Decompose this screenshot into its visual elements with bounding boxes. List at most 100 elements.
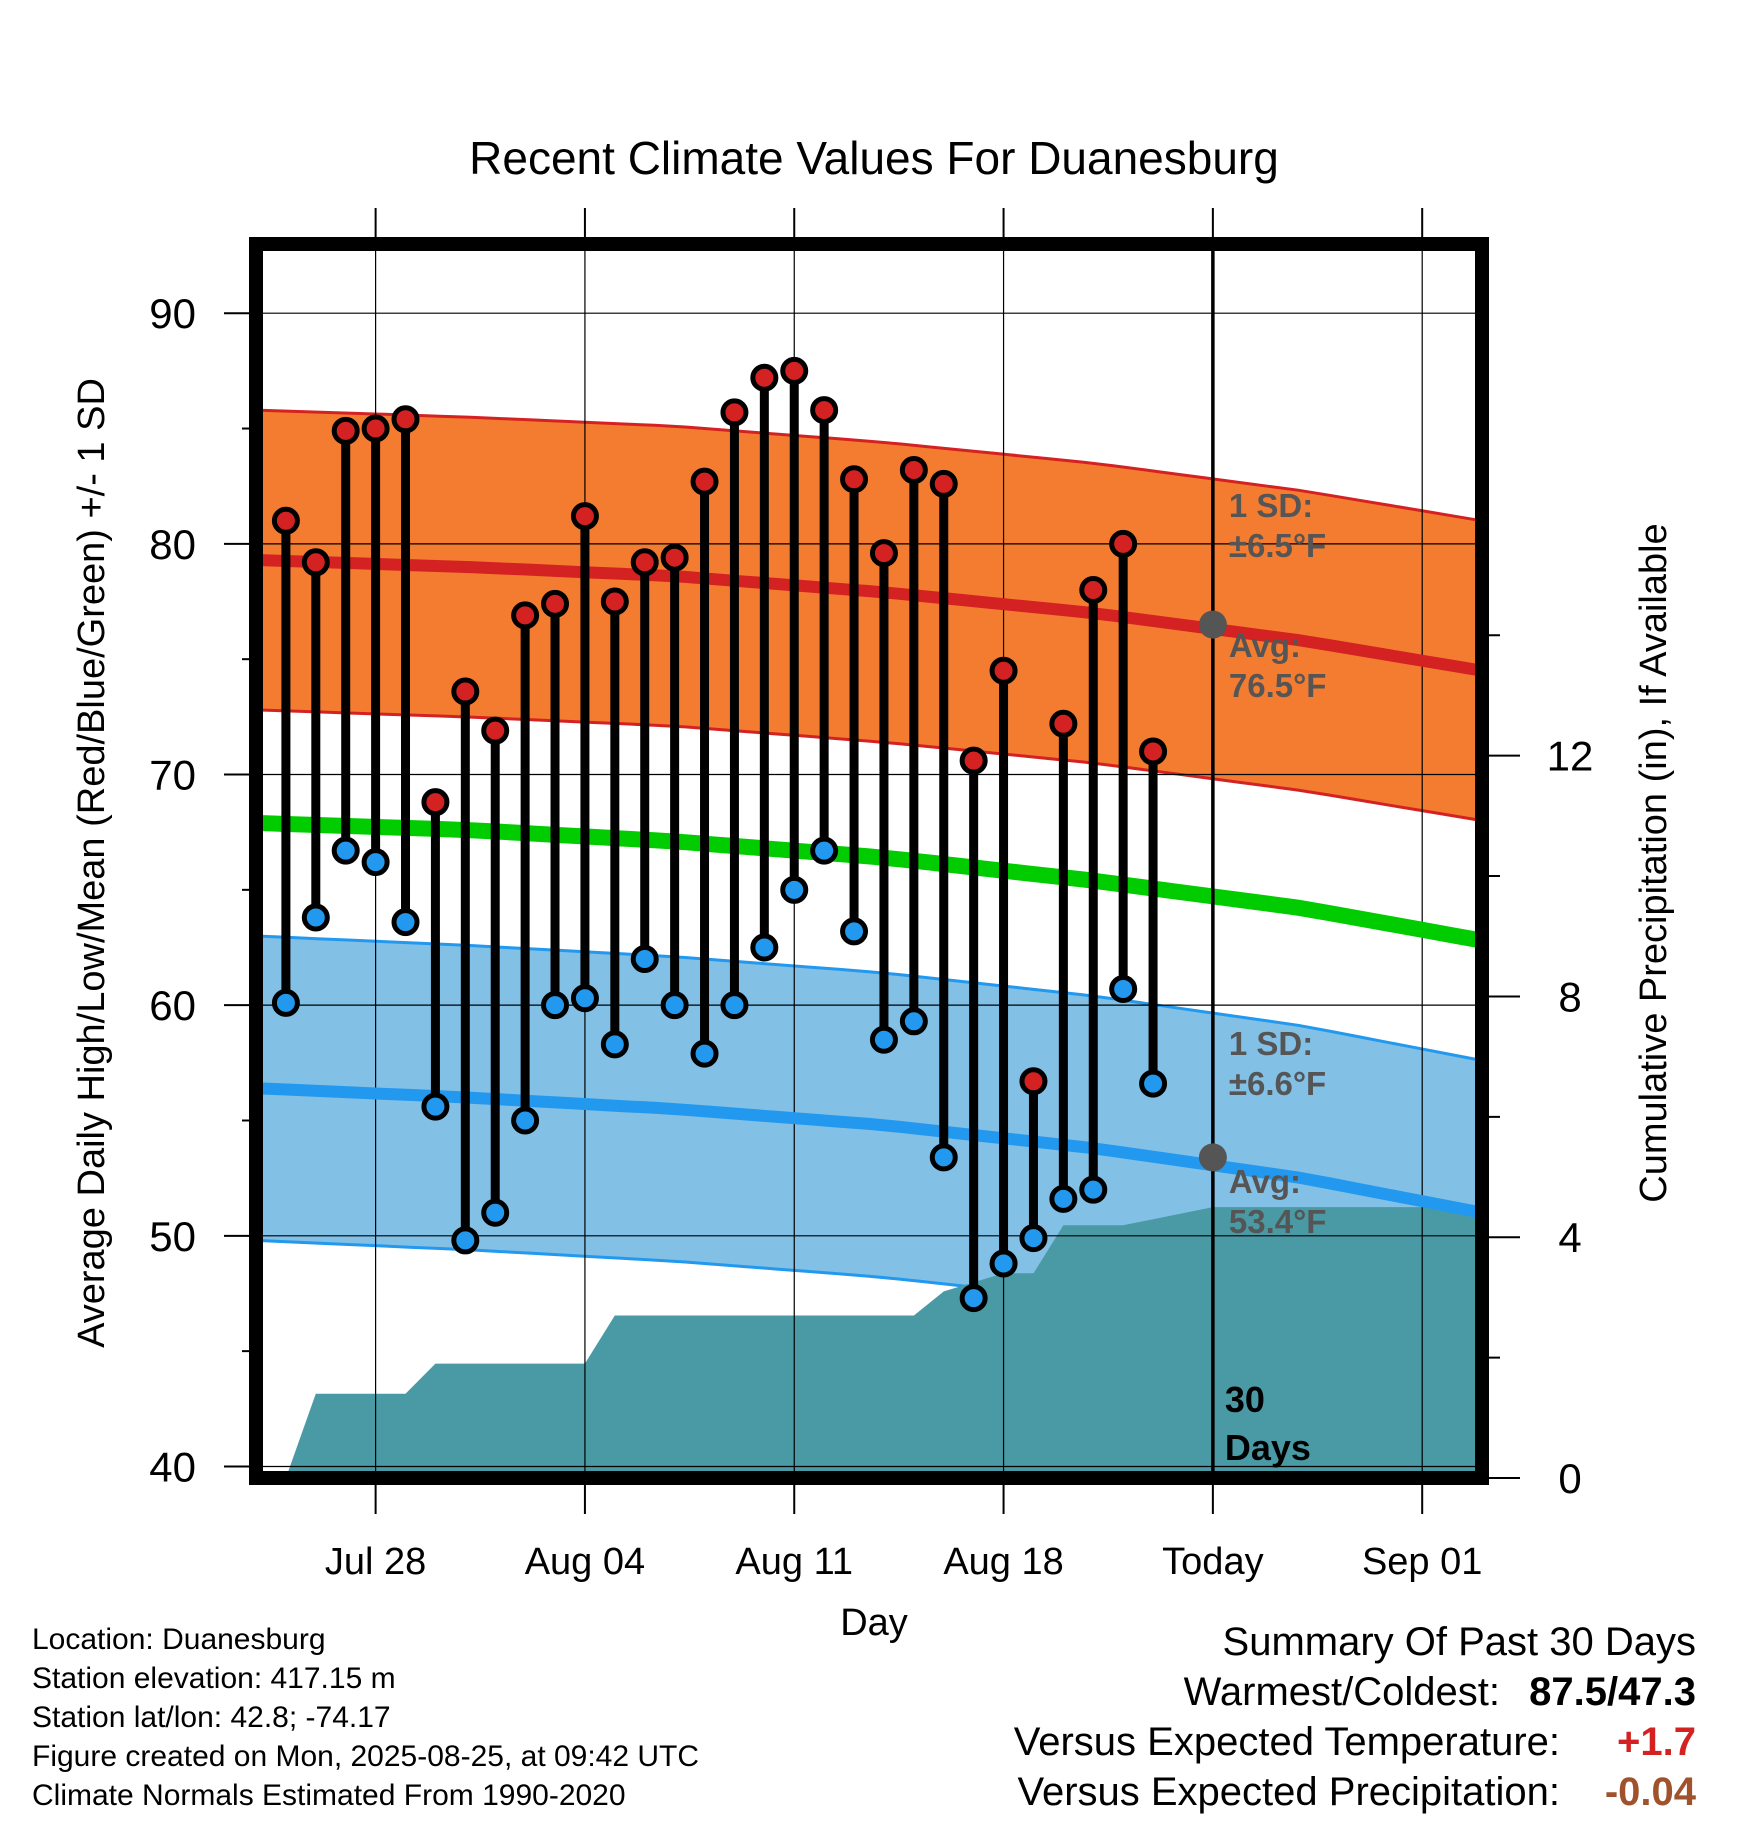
x-axis-label: Day xyxy=(840,1602,908,1644)
y-tick-label-70: 70 xyxy=(149,752,196,799)
low-sd-value: ±6.6°F xyxy=(1229,1065,1326,1102)
daily-high-point xyxy=(720,398,749,427)
low-sd-label: 1 SD: xyxy=(1229,1025,1313,1062)
low-normal-line xyxy=(255,1082,1484,1219)
precip-value: -0.04 xyxy=(1604,1770,1696,1814)
y2-tick-label-0: 0 xyxy=(1558,1455,1581,1502)
daily-high-point xyxy=(690,467,719,496)
low-avg-value: 53.4°F xyxy=(1229,1203,1327,1240)
daily-low-point xyxy=(750,933,779,962)
daily-high-point xyxy=(810,396,839,425)
daily-low-point xyxy=(810,836,839,865)
low-avg-label: Avg: xyxy=(1229,1163,1301,1200)
daily-low-point xyxy=(331,836,360,865)
daily-low-point xyxy=(271,988,300,1017)
daily-low-point xyxy=(630,945,659,974)
daily-low-point xyxy=(989,1249,1018,1278)
y2-tick-label-8: 8 xyxy=(1558,973,1581,1020)
daily-low-point xyxy=(660,991,689,1020)
high-sd-band xyxy=(256,410,1482,821)
high-avg-value: 76.5°F xyxy=(1229,667,1327,704)
daily-high-point xyxy=(361,414,390,443)
temp-value: +1.7 xyxy=(1617,1720,1696,1764)
daily-low-point xyxy=(899,1007,928,1036)
daily-high-point xyxy=(989,656,1018,685)
location-text: Location: Duanesburg xyxy=(32,1623,326,1656)
daily-high-point xyxy=(869,539,898,568)
precip-row: Versus Expected Precipitation: -0.04 xyxy=(1014,1767,1696,1817)
daily-low-point xyxy=(929,1143,958,1172)
today-low-avg-marker xyxy=(1198,1143,1227,1172)
daily-high-point xyxy=(780,356,809,385)
daily-high-point xyxy=(630,548,659,577)
high-normal-line xyxy=(255,554,1483,677)
daily-low-point xyxy=(720,991,749,1020)
daily-high-point xyxy=(481,716,510,745)
days-label-number: 30 xyxy=(1225,1379,1265,1420)
daily-high-point xyxy=(660,543,689,572)
chart-title: Recent Climate Values For Duanesburg xyxy=(469,132,1279,184)
daily-low-point xyxy=(481,1198,510,1227)
days-label-text: Days xyxy=(1225,1427,1311,1468)
y-tick-label-80: 80 xyxy=(149,521,196,568)
y2-tick-label-4: 4 xyxy=(1558,1214,1581,1261)
x-tick-label-aug-18: Aug 18 xyxy=(943,1541,1063,1583)
high-avg-label: Avg: xyxy=(1229,627,1301,664)
daily-low-point xyxy=(301,903,330,932)
daily-low-point xyxy=(1139,1069,1168,1098)
high-sd-label: 1 SD: xyxy=(1229,487,1313,524)
daily-high-point xyxy=(1019,1067,1048,1096)
daily-low-point xyxy=(959,1284,988,1313)
high-sd-band-upper-edge xyxy=(255,408,1483,523)
y-tick-label-60: 60 xyxy=(149,982,196,1029)
x-tick-label-today: Today xyxy=(1162,1541,1263,1583)
daily-low-point xyxy=(600,1030,629,1059)
latlon-text: Station lat/lon: 42.8; -74.17 xyxy=(32,1701,391,1734)
daily-low-point xyxy=(1019,1224,1048,1253)
created-text: Figure created on Mon, 2025-08-25, at 09… xyxy=(32,1740,700,1773)
daily-high-point xyxy=(451,677,480,706)
daily-low-point xyxy=(840,917,869,946)
daily-high-point xyxy=(271,506,300,535)
low-sd-band-upper-edge xyxy=(255,934,1483,1062)
x-tick-label-sep-01: Sep 01 xyxy=(1362,1541,1482,1583)
daily-low-point xyxy=(391,908,420,937)
high-sd-value: ±6.5°F xyxy=(1229,527,1326,564)
y-axis-label: Average Daily High/Low/Mean (Red/Blue/Gr… xyxy=(71,378,113,1348)
daily-high-point xyxy=(1049,709,1078,738)
daily-low-point xyxy=(780,875,809,904)
normals-text: Climate Normals Estimated From 1990-2020 xyxy=(32,1779,626,1812)
daily-low-point xyxy=(361,848,390,877)
daily-high-point xyxy=(570,502,599,531)
warm-cold-row: Warmest/Coldest: 87.5/47.3 xyxy=(1014,1667,1696,1717)
daily-low-point xyxy=(451,1226,480,1255)
daily-high-point xyxy=(959,746,988,775)
x-tick-label-jul-28: Jul 28 xyxy=(325,1541,426,1583)
daily-high-point xyxy=(899,456,928,485)
daily-high-point xyxy=(600,587,629,616)
daily-high-point xyxy=(1139,737,1168,766)
daily-low-point xyxy=(690,1039,719,1068)
x-tick-label-aug-04: Aug 04 xyxy=(525,1541,645,1583)
warm-cold-value: 87.5/47.3 xyxy=(1529,1670,1696,1714)
daily-high-point xyxy=(840,465,869,494)
daily-high-point xyxy=(511,601,540,630)
daily-high-point xyxy=(541,589,570,618)
daily-high-point xyxy=(1079,575,1108,604)
precip-label: Versus Expected Precipitation: xyxy=(1017,1770,1560,1814)
y-tick-label-50: 50 xyxy=(149,1213,196,1260)
daily-low-point xyxy=(570,984,599,1013)
y2-tick-label-12: 12 xyxy=(1547,733,1594,780)
temp-row: Versus Expected Temperature: +1.7 xyxy=(1014,1717,1696,1767)
temp-label: Versus Expected Temperature: xyxy=(1013,1720,1560,1764)
warm-cold-label: Warmest/Coldest: xyxy=(1183,1670,1500,1714)
daily-high-point xyxy=(929,469,958,498)
daily-high-point xyxy=(301,548,330,577)
x-tick-label-aug-11: Aug 11 xyxy=(735,1541,853,1583)
daily-high-point xyxy=(331,416,360,445)
daily-low-point xyxy=(869,1025,898,1054)
y2-axis-label: Cumulative Precipitation (in), If Availa… xyxy=(1633,523,1675,1202)
today-high-avg-marker xyxy=(1198,610,1227,639)
daily-low-point xyxy=(511,1106,540,1135)
